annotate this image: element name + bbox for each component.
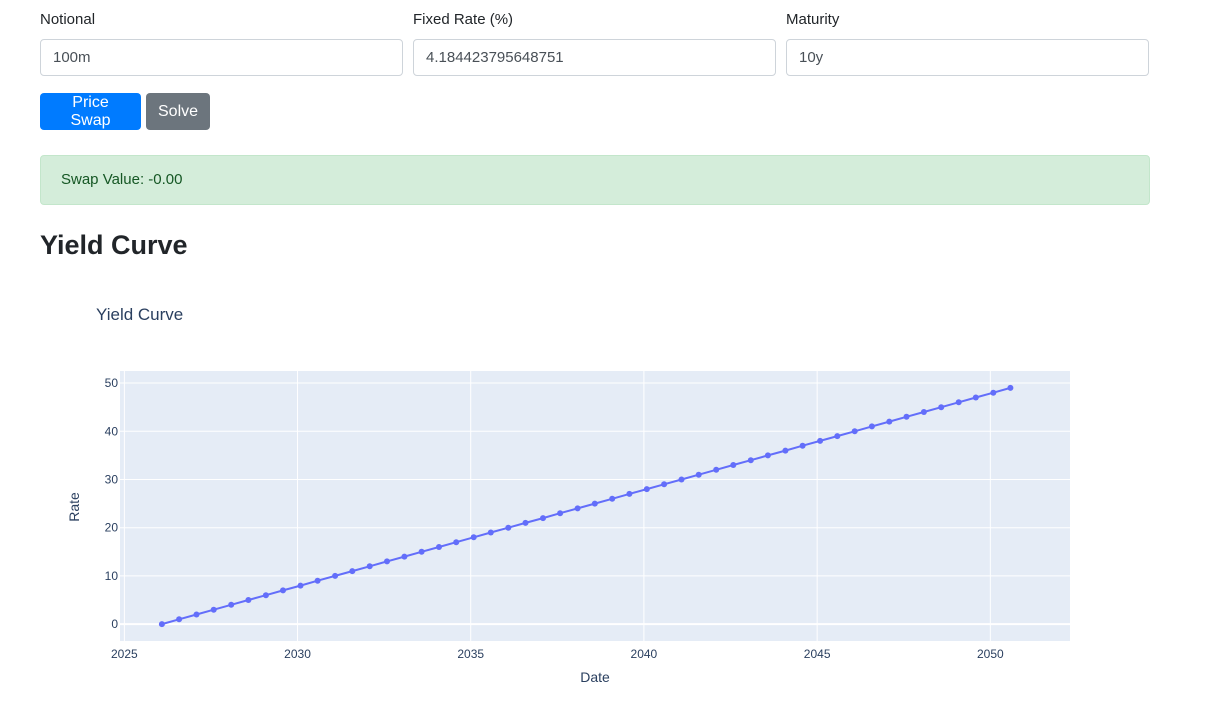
maturity-input[interactable]	[786, 39, 1149, 76]
x-axis-ticks: 2025 2030 2035 2040 2045 2050	[111, 647, 1004, 661]
data-point[interactable]	[609, 495, 616, 502]
data-point[interactable]	[782, 447, 789, 454]
data-point[interactable]	[436, 544, 442, 550]
data-point[interactable]	[418, 548, 425, 555]
x-tick-label: 2025	[111, 647, 138, 661]
data-point[interactable]	[280, 587, 286, 594]
data-point[interactable]	[972, 394, 979, 401]
data-point[interactable]	[487, 529, 494, 536]
series-group	[158, 384, 1014, 628]
data-point[interactable]	[713, 466, 720, 473]
fixed-rate-input[interactable]	[413, 39, 776, 76]
data-point[interactable]	[990, 389, 997, 396]
data-point[interactable]	[920, 409, 927, 415]
data-point[interactable]	[661, 481, 668, 488]
data-point[interactable]	[574, 505, 581, 512]
y-axis-title: Rate	[66, 492, 82, 522]
data-point[interactable]	[730, 462, 737, 468]
data-point[interactable]	[228, 601, 235, 608]
data-point[interactable]	[332, 572, 339, 579]
notional-input[interactable]	[40, 39, 403, 76]
chart-title: Yield Curve	[96, 305, 183, 324]
data-point[interactable]	[868, 423, 875, 430]
y-tick-label: 0	[111, 617, 118, 631]
data-point[interactable]	[695, 471, 702, 478]
data-point[interactable]	[193, 611, 200, 618]
data-point[interactable]	[470, 534, 477, 541]
y-axis-ticks: 0 10 20 30 40 50	[105, 376, 119, 631]
x-axis-title: Date	[580, 669, 610, 685]
data-point[interactable]	[262, 592, 269, 599]
data-point[interactable]	[158, 621, 165, 628]
data-point[interactable]	[176, 616, 183, 623]
data-point[interactable]	[591, 500, 598, 507]
data-point[interactable]	[245, 597, 252, 603]
data-point[interactable]	[366, 563, 373, 570]
data-point[interactable]	[886, 418, 893, 425]
swap-value-alert: Swap Value: -0.00	[40, 155, 1150, 205]
data-point[interactable]	[1007, 384, 1014, 391]
maturity-label: Maturity	[786, 11, 840, 28]
fixed-rate-label: Fixed Rate (%)	[413, 11, 514, 28]
section-title: Yield Curve	[40, 230, 188, 260]
data-point[interactable]	[851, 428, 858, 435]
data-point[interactable]	[678, 476, 685, 483]
data-point[interactable]	[522, 519, 529, 526]
y-tick-label: 20	[105, 521, 119, 535]
data-point[interactable]	[817, 437, 824, 444]
data-point[interactable]	[903, 413, 910, 420]
solve-button[interactable]: Solve	[146, 93, 210, 130]
y-tick-label: 30	[105, 472, 119, 486]
x-tick-label: 2050	[977, 647, 1004, 661]
data-point[interactable]	[540, 515, 546, 522]
data-point[interactable]	[297, 582, 304, 589]
data-point[interactable]	[955, 399, 962, 406]
grid-lines	[120, 371, 1070, 641]
y-tick-label: 40	[105, 424, 119, 438]
data-point[interactable]	[210, 606, 217, 613]
x-tick-label: 2045	[804, 647, 831, 661]
data-point[interactable]	[453, 539, 460, 546]
y-tick-label: 10	[105, 569, 119, 583]
data-point[interactable]	[314, 577, 321, 584]
data-point[interactable]	[643, 486, 650, 493]
x-tick-label: 2035	[457, 647, 484, 661]
data-point[interactable]	[799, 442, 806, 449]
x-tick-label: 2030	[284, 647, 311, 661]
data-point[interactable]	[938, 404, 945, 411]
data-point[interactable]	[557, 510, 564, 517]
data-point[interactable]	[349, 568, 356, 575]
data-point[interactable]	[401, 553, 408, 560]
notional-label: Notional	[40, 11, 96, 28]
data-point[interactable]	[747, 457, 754, 464]
price-swap-button[interactable]: Price Swap	[40, 93, 141, 130]
data-point[interactable]	[764, 452, 771, 459]
data-point[interactable]	[505, 524, 512, 531]
data-point[interactable]	[384, 558, 390, 565]
swap-value-text: Swap Value: -0.00	[61, 171, 183, 188]
y-tick-label: 50	[105, 376, 119, 390]
x-tick-label: 2040	[631, 647, 658, 661]
data-point[interactable]	[626, 490, 633, 497]
data-point[interactable]	[834, 433, 841, 440]
